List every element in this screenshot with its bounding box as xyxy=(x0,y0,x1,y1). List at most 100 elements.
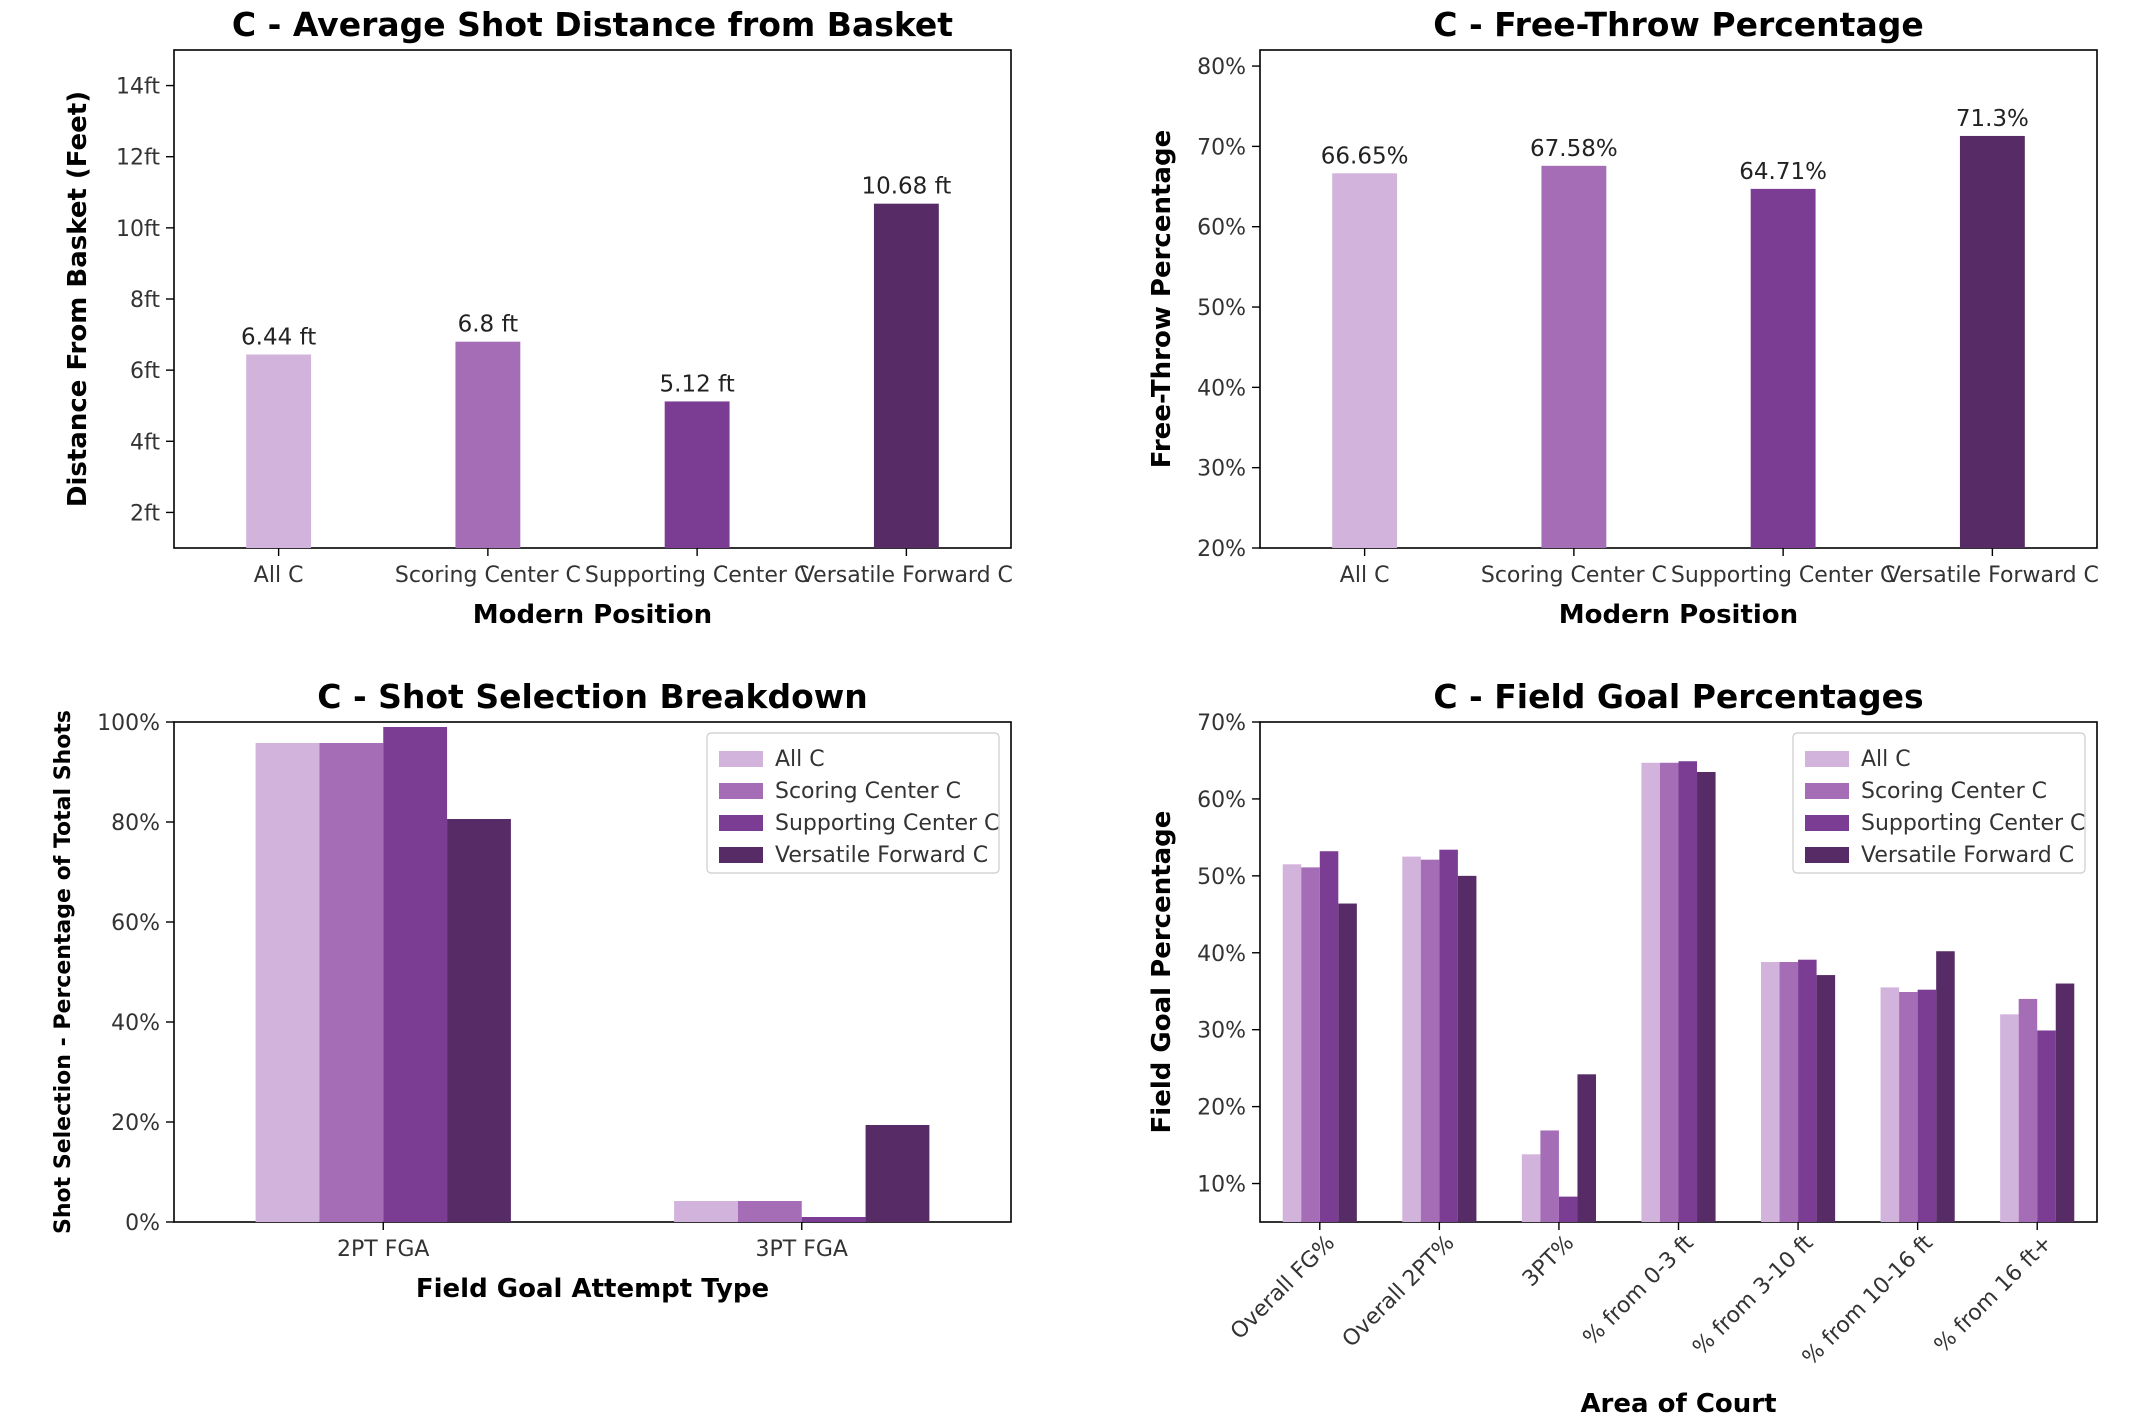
bar xyxy=(1899,992,1918,1222)
bar xyxy=(1540,1130,1559,1222)
y-axis-label: Distance From Basket (Feet) xyxy=(63,91,93,507)
y-tick-label: 40% xyxy=(1197,376,1246,401)
bar xyxy=(1457,875,1477,1222)
bar xyxy=(1420,859,1440,1222)
bar xyxy=(1319,851,1339,1222)
chart-title: C - Free-Throw Percentage xyxy=(1433,5,1923,44)
y-tick-label: 50% xyxy=(1197,296,1246,321)
bar xyxy=(1558,1196,1578,1222)
bar xyxy=(664,401,730,548)
bar xyxy=(1301,867,1320,1222)
legend-label: Versatile Forward C xyxy=(1861,843,2074,868)
x-tick-label: Overall 2PT% xyxy=(1338,1231,1460,1353)
legend-label: Scoring Center C xyxy=(775,779,961,804)
chart-3: C - Shot Selection Breakdown Field Goal A… xyxy=(51,677,1012,1304)
y-tick-label: 2ft xyxy=(130,501,160,526)
y-tick-label: 20% xyxy=(111,1111,160,1136)
chart-title: C - Average Shot Distance from Basket xyxy=(232,5,953,44)
plot-frame xyxy=(1259,49,2098,549)
plot-frame xyxy=(173,721,1012,1223)
bar xyxy=(246,354,312,548)
legend-frame xyxy=(1792,732,2086,874)
y-tick-label: 10ft xyxy=(116,217,160,242)
bar xyxy=(1282,864,1302,1222)
x-tick-label: % from 10-16 ft xyxy=(1798,1230,1938,1370)
bar xyxy=(1659,762,1679,1222)
y-tick-label: 20% xyxy=(1197,1096,1246,1121)
y-tick-label: 12ft xyxy=(116,146,160,171)
legend-label: Versatile Forward C xyxy=(775,843,988,868)
y-tick-label: 40% xyxy=(1197,942,1246,967)
legend-swatch xyxy=(1805,847,1849,863)
legend-label: Supporting Center C xyxy=(1861,811,2085,836)
legend-frame xyxy=(706,732,1000,874)
bar xyxy=(455,341,521,548)
y-tick-label: 20% xyxy=(1197,537,1246,562)
bar-value-label: 64.71% xyxy=(1739,159,1827,185)
bar xyxy=(674,1201,738,1222)
bar xyxy=(1402,856,1421,1222)
bar xyxy=(2055,983,2075,1222)
bar xyxy=(447,819,511,1222)
legend-swatch xyxy=(719,815,763,831)
x-tick-label: All C xyxy=(1340,563,1390,588)
x-tick-label: Supporting Center C xyxy=(1671,563,1895,588)
bar xyxy=(1541,165,1607,548)
bar xyxy=(1798,959,1817,1222)
y-tick-label: 50% xyxy=(1197,865,1246,890)
y-tick-label: 70% xyxy=(1197,135,1246,160)
chart-2: C - Free-Throw Percentage Modern Position… xyxy=(1147,5,2099,630)
bar xyxy=(1678,761,1698,1222)
x-tick-label: % from 3-10 ft xyxy=(1688,1230,1818,1360)
bar xyxy=(1816,975,1836,1222)
y-tick-label: 60% xyxy=(1197,788,1246,813)
x-tick-label: % from 0-3 ft xyxy=(1579,1230,1699,1350)
legend-label: All C xyxy=(1861,747,1911,772)
x-tick-label: 2PT FGA xyxy=(337,1237,429,1262)
bar xyxy=(737,1201,802,1222)
legend-swatch xyxy=(719,783,763,799)
y-tick-label: 80% xyxy=(111,811,160,836)
legend-label: Scoring Center C xyxy=(1861,779,2047,804)
y-tick-label: 10% xyxy=(1197,1173,1246,1198)
bar xyxy=(1880,987,1900,1222)
bar xyxy=(1521,1154,1541,1222)
bar-value-label: 10.68 ft xyxy=(861,174,951,200)
x-tick-label: Scoring Center C xyxy=(395,563,581,588)
y-tick-label: 6ft xyxy=(130,359,160,384)
bar-value-label: 6.44 ft xyxy=(241,324,316,350)
x-axis-label: Area of Court xyxy=(1580,1389,1776,1418)
x-tick-label: Overall FG% xyxy=(1226,1231,1340,1345)
chart-1: C - Average Shot Distance from Basket Mod… xyxy=(63,5,1013,630)
y-axis-label: Shot Selection - Percentage of Total Sho… xyxy=(51,710,76,1234)
chart-title: C - Field Goal Percentages xyxy=(1433,677,1923,716)
y-tick-label: 4ft xyxy=(130,430,160,455)
y-tick-label: 60% xyxy=(1197,216,1246,241)
x-tick-label: All C xyxy=(254,563,304,588)
bar xyxy=(1959,135,2025,548)
x-axis-label: Modern Position xyxy=(473,600,712,630)
x-axis-label: Field Goal Attempt Type xyxy=(416,1274,769,1304)
bar-value-label: 5.12 ft xyxy=(660,371,735,397)
y-tick-label: 40% xyxy=(111,1011,160,1036)
y-tick-label: 60% xyxy=(111,911,160,936)
x-tick-label: Versatile Forward C xyxy=(800,563,1013,588)
y-axis-label: Field Goal Percentage xyxy=(1147,811,1177,1134)
x-tick-label: 3PT% xyxy=(1518,1231,1579,1292)
legend-swatch xyxy=(1805,751,1849,767)
y-tick-label: 30% xyxy=(1197,1019,1246,1044)
legend-label: All C xyxy=(775,747,825,772)
bar xyxy=(319,743,384,1222)
bar xyxy=(2000,1014,2019,1222)
legend-swatch xyxy=(1805,783,1849,799)
y-tick-label: 30% xyxy=(1197,457,1246,482)
bar xyxy=(1697,772,1716,1222)
bar-value-label: 6.8 ft xyxy=(458,312,519,338)
y-tick-label: 0% xyxy=(125,1211,160,1236)
x-tick-label: 3PT FGA xyxy=(756,1237,848,1262)
bar xyxy=(1936,951,1955,1222)
bar-value-label: 71.3% xyxy=(1956,106,2029,132)
bar xyxy=(1779,962,1799,1222)
y-tick-label: 80% xyxy=(1197,55,1246,80)
